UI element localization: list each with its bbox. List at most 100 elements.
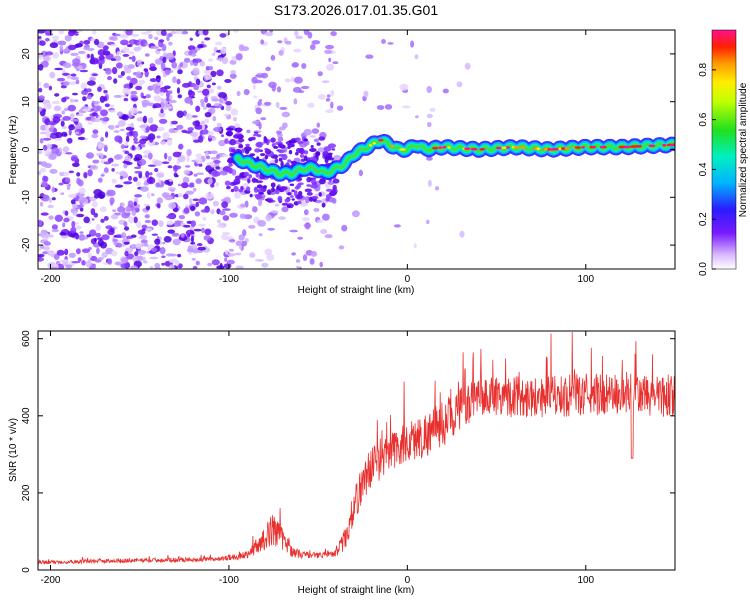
spectrogram-noise-blob: [212, 116, 217, 122]
spectrogram-ridge-scatter: [235, 175, 241, 180]
spectrogram-noise-blob: [187, 245, 193, 253]
spectrogram-noise-blob: [200, 209, 209, 213]
spectrogram-noise-blob: [151, 219, 158, 226]
spectrogram-ridge-scatter: [249, 193, 253, 198]
spectrogram-noise-blob: [123, 163, 128, 169]
spectrogram-noise-blob: [168, 95, 173, 100]
spectrogram-noise-blob: [219, 210, 226, 216]
spectrogram-noise-blob: [70, 199, 76, 205]
spectrogram-hot-spot: [543, 147, 548, 151]
colorbar-tick-label: 0.6: [698, 112, 709, 126]
spectrogram-noise-blob: [317, 147, 326, 153]
spectrogram-noise-blob: [155, 245, 160, 249]
spectrogram-noise-blob: [177, 193, 183, 198]
spectrogram-noise-blob: [189, 37, 193, 41]
spectrogram-noise-blob: [177, 183, 182, 187]
spectrogram-noise-blob: [71, 261, 81, 264]
spectrogram-noise-blob: [351, 210, 360, 218]
spectrogram-noise-blob: [135, 243, 143, 250]
spectrogram-noise-blob: [56, 77, 66, 82]
spectrogram-noise-blob: [399, 83, 409, 91]
spectrogram-ridge-scatter: [229, 138, 237, 146]
spectrogram-noise-blob: [83, 172, 88, 179]
spectrogram-ridge-scatter: [303, 138, 308, 142]
spectrogram-hot-spot: [432, 146, 439, 150]
colorbar-tick-label: 0.8: [698, 62, 709, 76]
spectrogram-ridge-scatter: [293, 190, 298, 197]
spectrogram-noise-blob: [192, 265, 198, 269]
spectrogram-noise-blob: [43, 82, 50, 89]
spectrogram-noise-blob: [111, 67, 118, 75]
spectrogram-noise-blob: [266, 253, 275, 261]
spectrogram-noise-blob: [384, 104, 393, 110]
spectrogram-noise-blob: [79, 231, 84, 234]
spectrogram-noise-blob: [98, 41, 105, 48]
spectrogram-noise-blob: [162, 56, 167, 63]
spectrogram-y-tick-label: -10: [21, 190, 32, 205]
spectrogram-noise-blob: [123, 64, 130, 71]
spectrogram-noise-blob: [130, 265, 139, 269]
spectrogram-noise-blob: [100, 153, 104, 159]
spectrogram-noise-blob: [93, 194, 100, 199]
spectrogram-noise-blob: [264, 31, 274, 37]
spectrogram-noise-blob: [104, 144, 108, 152]
spectrogram-noise-blob: [324, 49, 333, 54]
spectrogram-noise-blob: [221, 57, 229, 65]
spectrogram-noise-blob: [160, 30, 167, 36]
spectrogram-noise-blob: [192, 187, 197, 192]
spectrogram-noise-blob: [155, 182, 161, 188]
spectrogram-noise-blob: [177, 155, 186, 163]
spectrogram-noise-blob: [85, 88, 92, 93]
spectrogram-noise-blob: [42, 251, 49, 255]
spectrogram-noise-blob: [76, 213, 85, 218]
spectrogram-noise-blob: [86, 47, 95, 52]
spectrogram-ridge-scatter: [271, 187, 275, 192]
spectrogram-noise-blob: [74, 225, 82, 230]
spectrogram-noise-blob: [190, 205, 196, 212]
spectrogram-noise-blob: [160, 89, 169, 93]
spectrogram-noise-blob: [442, 88, 449, 94]
spectrogram-noise-blob: [93, 237, 97, 242]
spectrogram-noise-blob: [172, 165, 182, 170]
snr-x-label: Height of straight line (km): [298, 585, 415, 596]
spectrogram-noise-blob: [70, 226, 77, 234]
spectrogram-noise-blob: [191, 243, 198, 250]
spectrogram-noise-blob: [80, 127, 85, 134]
spectrogram-noise-blob: [120, 39, 129, 46]
spectrogram-noise-blob: [183, 57, 191, 63]
spectrogram-noise-blob: [213, 127, 222, 132]
spectrogram-noise-blob: [118, 136, 123, 144]
spectrogram-y-tick-label: -20: [21, 237, 32, 252]
spectrogram-noise-blob: [38, 64, 44, 71]
spectrogram-noise-blob: [240, 203, 246, 208]
spectrogram-ridge-scatter: [332, 184, 337, 191]
spectrogram-noise-blob: [140, 144, 146, 148]
spectrogram-noise-blob: [93, 212, 99, 218]
spectrogram-noise-blob: [130, 33, 140, 38]
spectrogram-noise-blob: [40, 161, 48, 167]
spectrogram-hot-spot: [480, 148, 484, 151]
spectrogram-noise-blob: [302, 254, 308, 261]
spectrogram-noise-blob: [48, 153, 57, 160]
spectrogram-noise-blob: [304, 222, 311, 230]
spectrogram-noise-blob: [143, 68, 148, 72]
spectrogram-noise-blob: [230, 108, 238, 116]
spectrogram-noise-blob: [109, 197, 115, 205]
spectrogram-noise-blob: [133, 176, 138, 182]
spectrogram-noise-blob: [210, 183, 215, 188]
spectrogram-ridge-scatter: [231, 181, 240, 185]
spectrogram-noise-blob: [207, 135, 215, 139]
spectrogram-noise-blob: [216, 85, 222, 90]
spectrogram-noise-blob: [105, 67, 112, 75]
spectrogram-noise-blob: [38, 95, 45, 100]
spectrogram-noise-blob: [123, 181, 133, 185]
spectrogram-hot-spot: [495, 146, 502, 150]
spectrogram-noise-blob: [63, 81, 70, 86]
spectrogram-noise-blob: [275, 101, 280, 109]
spectrogram-noise-blob: [216, 224, 224, 228]
snr-marks: [38, 331, 675, 566]
spectrogram-noise-blob: [91, 201, 98, 208]
spectrogram-noise-blob: [87, 122, 93, 125]
spectrogram-noise-blob: [207, 58, 214, 62]
spectrogram-noise-blob: [176, 124, 184, 130]
